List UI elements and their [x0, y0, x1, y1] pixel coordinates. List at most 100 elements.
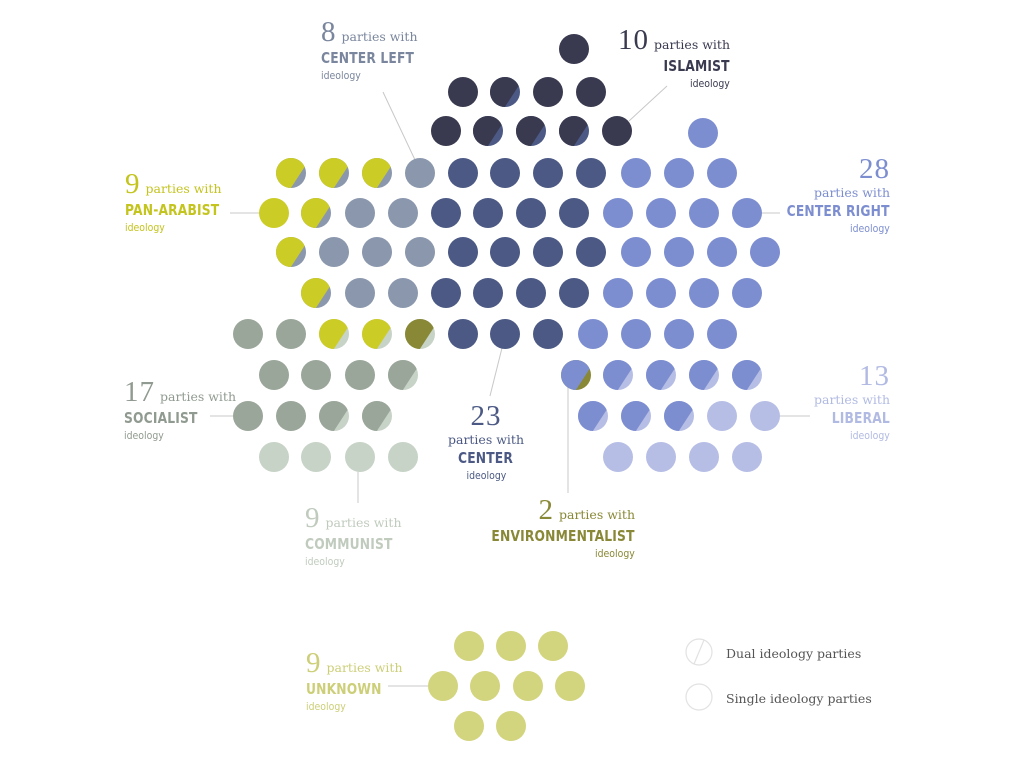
party-dot-socialist: [345, 360, 375, 390]
party-dot-center_right: [621, 319, 651, 349]
party-dot-center_right-liberal: [664, 401, 694, 431]
leader-line: [382, 91, 417, 163]
party-dot-pan_arabist-center_left: [301, 198, 331, 228]
party-count: 13: [859, 360, 890, 392]
party-count: 9: [306, 647, 322, 679]
party-dot-unknown: [555, 671, 585, 701]
party-dot-center_left: [388, 198, 418, 228]
parties-with-text: parties with: [813, 185, 890, 200]
party-dot-center: [490, 319, 520, 349]
party-dot-liberal: [689, 442, 719, 472]
ideology-name: PAN-ARABIST: [125, 201, 220, 219]
label-name-row: ENVIRONMENTALIST: [460, 525, 635, 544]
party-dot-unknown: [470, 671, 500, 701]
party-count: 17: [124, 376, 155, 408]
party-dot-center_left: [319, 237, 349, 267]
label-center: 23 parties with CENTER ideology: [438, 402, 534, 482]
party-dot-center_right-liberal: [578, 401, 608, 431]
party-count: 8: [321, 16, 337, 48]
party-dot-islamist-center: [516, 116, 546, 146]
party-dot-center_left: [345, 278, 375, 308]
ideology-name: CENTER: [458, 449, 514, 467]
legend-icons: [685, 638, 713, 711]
label-count-row: 10 parties with: [618, 26, 730, 55]
label-pan-arabist: 9 parties with PAN-ARABIST ideology: [125, 170, 240, 234]
parties-with-text: parties with: [653, 37, 730, 52]
party-dot-socialist-communist: [388, 360, 418, 390]
label-count-row: 17 parties with: [124, 378, 236, 407]
party-dot-environmentalist-communist: [405, 319, 435, 349]
label-count-row: 23 parties with: [438, 402, 534, 447]
party-dot-center_right: [732, 198, 762, 228]
party-dot-liberal: [707, 401, 737, 431]
parties-with-text: parties with: [813, 392, 890, 407]
party-dot-center_right: [664, 237, 694, 267]
legend-dual-icon: [685, 638, 713, 666]
party-dot-center: [559, 278, 589, 308]
party-dot-socialist-communist: [319, 401, 349, 431]
label-islamist: 10 parties with ISLAMIST ideology: [618, 26, 730, 90]
ideology-word: ideology: [125, 221, 165, 234]
label-count-row: 9 parties with: [306, 649, 403, 678]
label-ideology-row: ideology: [124, 426, 236, 442]
label-name-row: CENTER RIGHT: [764, 200, 890, 219]
party-count: 9: [305, 502, 321, 534]
party-dot-islamist: [576, 77, 606, 107]
party-dot-center: [516, 198, 546, 228]
label-count-row: 8 parties with: [321, 18, 435, 47]
party-dot-center_right: [707, 237, 737, 267]
label-name-row: CENTER LEFT: [321, 47, 435, 66]
party-dot-communist: [345, 442, 375, 472]
party-dot-center: [559, 198, 589, 228]
party-count: 10: [617, 24, 649, 56]
party-dot-communist: [388, 442, 418, 472]
legend-dual-label: Dual ideology parties: [726, 646, 862, 661]
party-dot-center_right: [732, 278, 762, 308]
party-dot-unknown: [496, 631, 526, 661]
party-dot-pan_arabist-communist: [362, 319, 392, 349]
party-dot-center_left: [405, 237, 435, 267]
label-ideology-row: ideology: [814, 426, 890, 442]
ideology-word: ideology: [124, 429, 164, 442]
party-count: 2: [538, 494, 554, 526]
party-dot-liberal: [750, 401, 780, 431]
party-dot-center: [448, 237, 478, 267]
label-ideology-row: ideology: [321, 66, 435, 82]
party-dot-center_right-liberal: [646, 360, 676, 390]
ideology-word: ideology: [306, 700, 346, 713]
party-dot-socialist: [233, 401, 263, 431]
party-dot-center_right: [664, 158, 694, 188]
party-dot-center_right: [603, 278, 633, 308]
label-name-row: LIBERAL: [814, 407, 890, 426]
party-dot-center_left: [405, 158, 435, 188]
parties-with-text: parties with: [558, 507, 635, 522]
party-dot-communist: [301, 442, 331, 472]
ideology-word: ideology: [595, 547, 635, 560]
ideology-name: LIBERAL: [831, 409, 890, 427]
ideology-word: ideology: [850, 429, 890, 442]
party-dot-socialist: [259, 360, 289, 390]
legend-single-icon: [685, 683, 713, 711]
party-dot-socialist-communist: [362, 401, 392, 431]
parties-with-text: parties with: [160, 389, 237, 404]
party-dot-center_right: [646, 198, 676, 228]
party-dot-unknown: [454, 631, 484, 661]
party-count: 9: [125, 168, 141, 200]
leader-lines: [210, 85, 810, 687]
label-unknown: 9 parties with UNKNOWN ideology: [306, 649, 403, 713]
party-dot-center: [448, 158, 478, 188]
ideology-name: CENTER LEFT: [321, 49, 415, 67]
party-dot-center: [516, 278, 546, 308]
legend-single-label: Single ideology parties: [726, 691, 872, 706]
party-dot-center_right: [689, 198, 719, 228]
party-dot-socialist: [276, 319, 306, 349]
party-dot-pan_arabist: [259, 198, 289, 228]
party-dot-islamist: [431, 116, 461, 146]
party-dot-center: [473, 278, 503, 308]
party-dot-islamist-center: [473, 116, 503, 146]
party-dot-center: [431, 198, 461, 228]
label-ideology-row: ideology: [618, 74, 730, 90]
party-dot-unknown: [496, 711, 526, 741]
party-dot-islamist: [602, 116, 632, 146]
party-dot-islamist-center: [559, 116, 589, 146]
